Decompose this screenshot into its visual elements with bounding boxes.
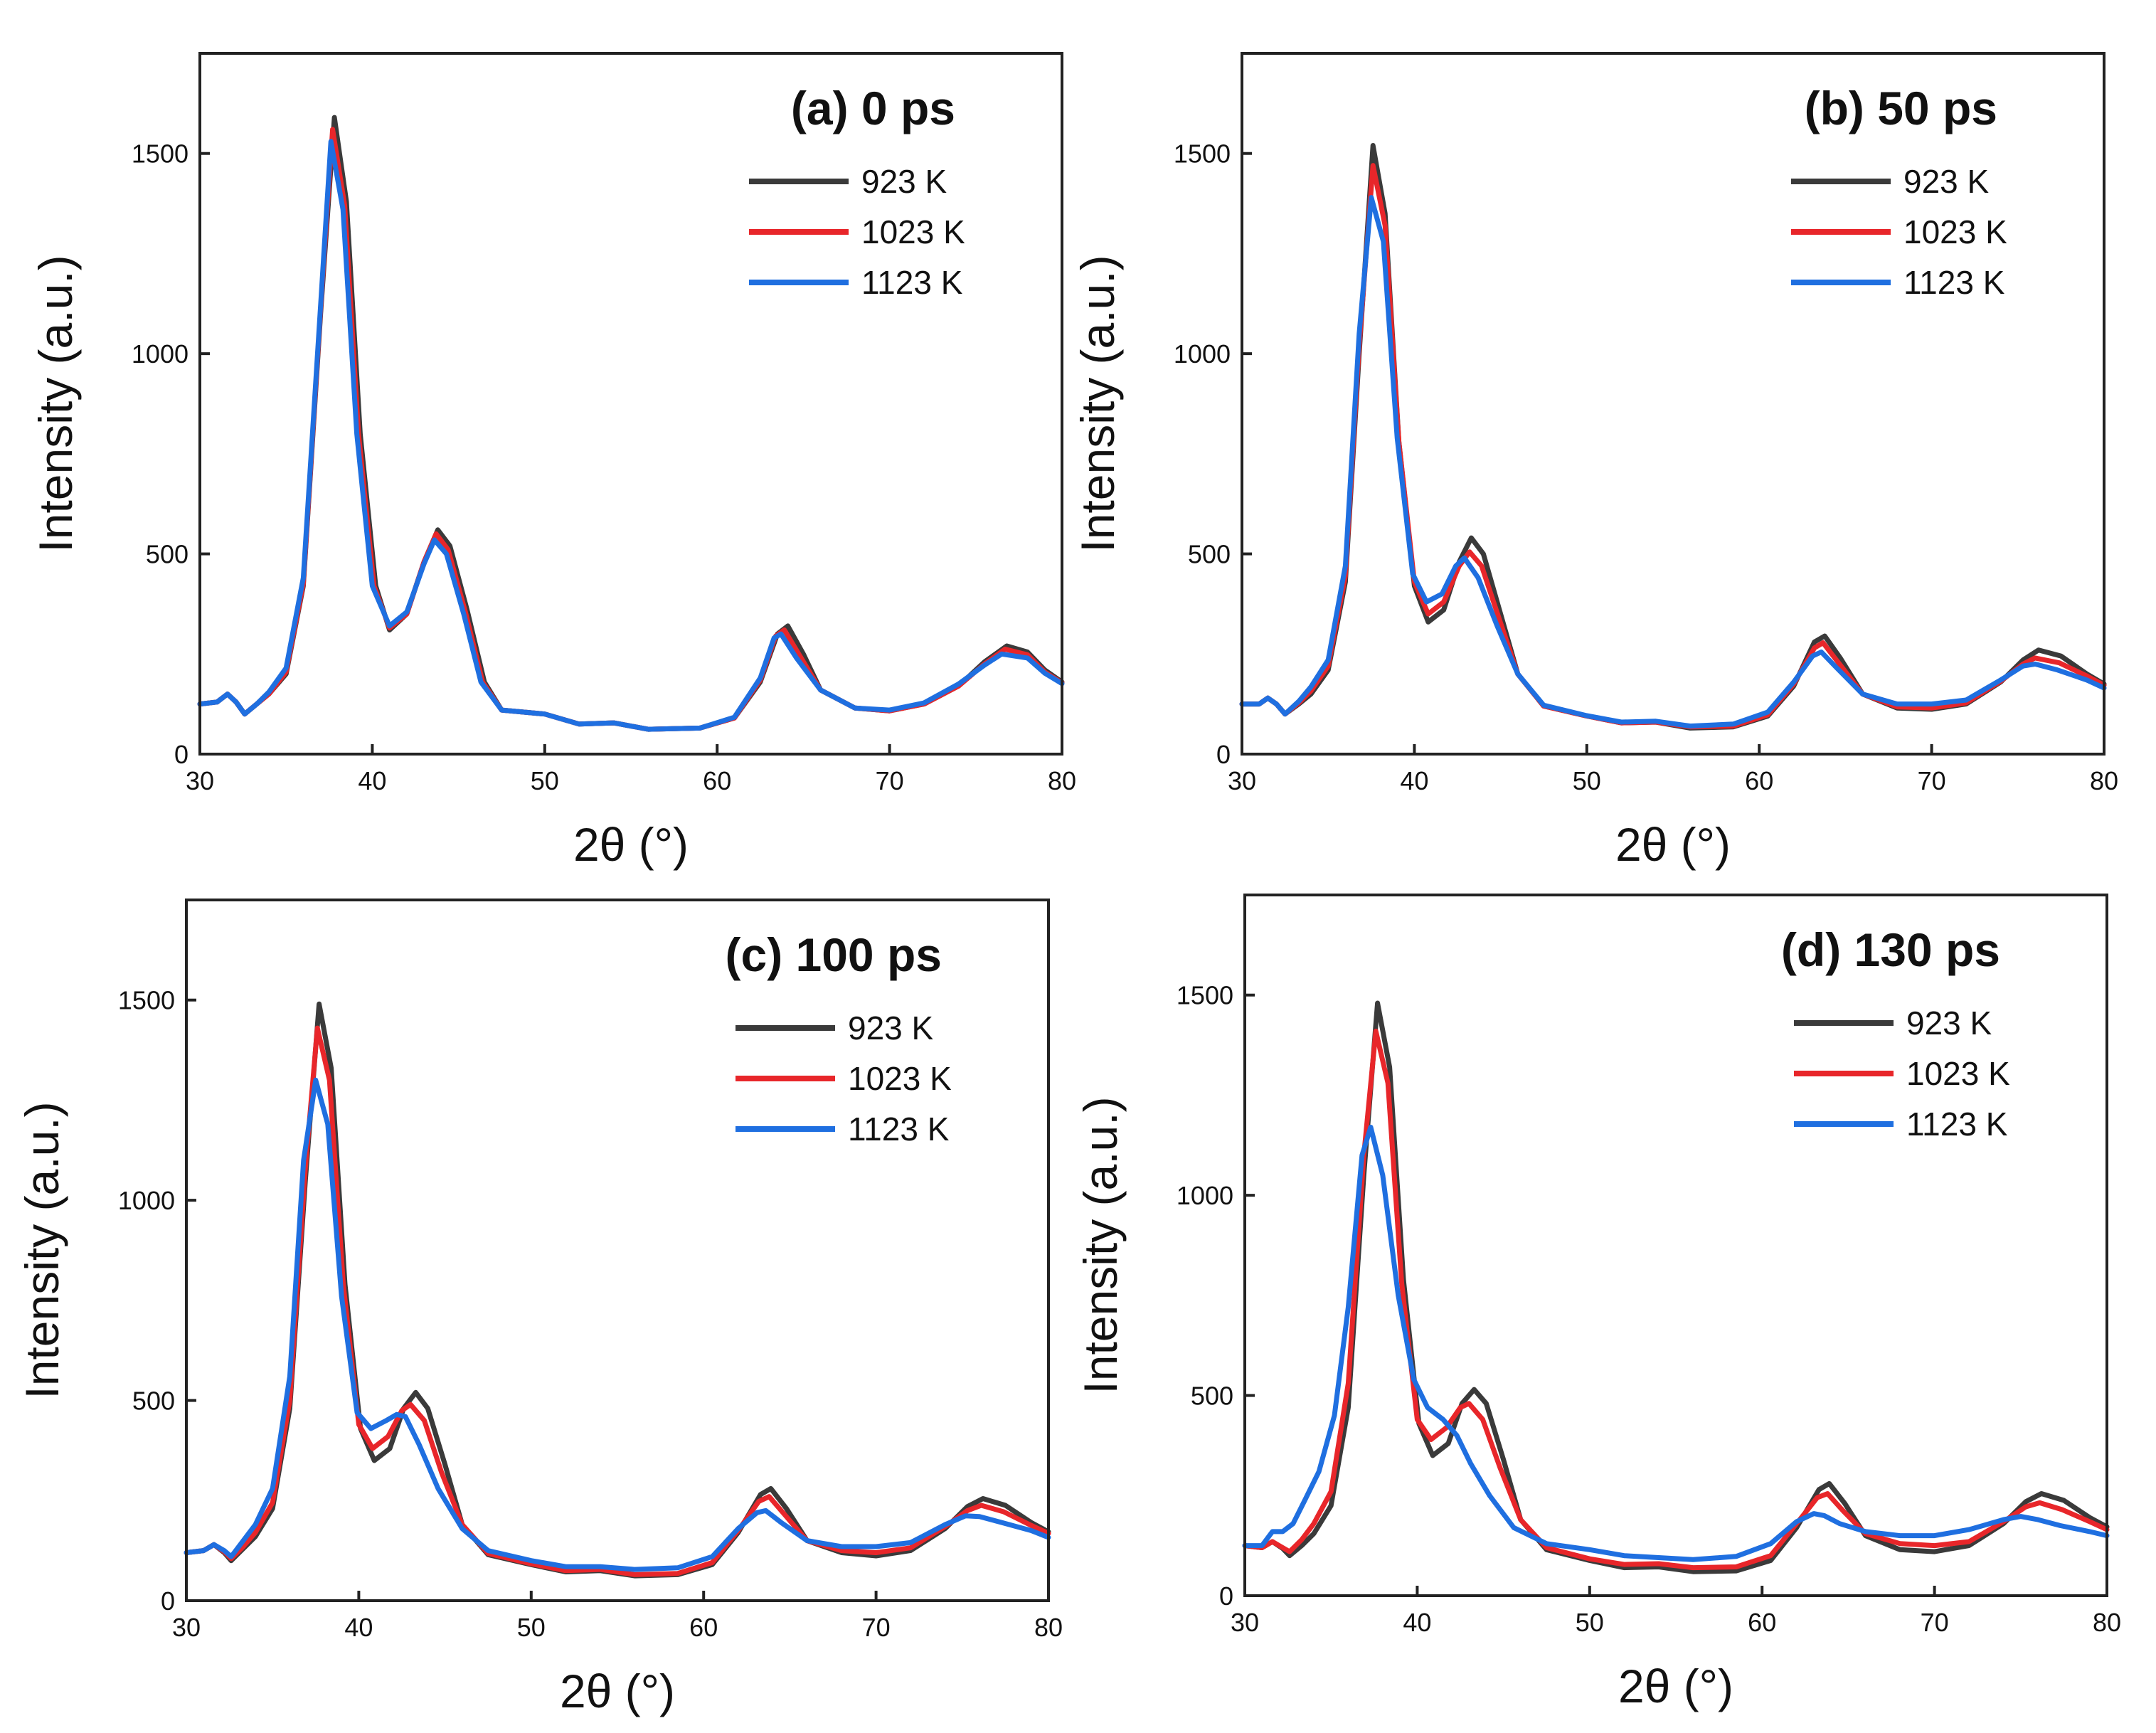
series-line-1123k-b [1239,195,2107,729]
legend-label-d-2: 1123 K [1906,1106,2008,1143]
legend-label-a-2: 1123 K [861,264,963,301]
x-tick-label-c-60: 60 [689,1613,718,1642]
x-tick-label-d-80: 80 [2093,1608,2121,1637]
x-tick-label-c-30: 30 [172,1613,201,1642]
x-tick-label-b-40: 40 [1400,766,1428,795]
panel-b: 30 40 50 60 70 80 0 500 1000 1500 2θ (°) Intensity … [1071,52,2118,871]
legend-b: 923 K 1023 K 1123 K [1791,163,2007,301]
y-tick-label-c-0: 0 [161,1586,175,1616]
series-line-1123k-c [184,1077,1051,1572]
panel-c: 30 40 50 60 70 80 0 500 1000 1500 2θ (°) Intensity … [16,899,1063,1717]
x-tick-label-d-60: 60 [1748,1608,1776,1637]
x-tick-label-a-60: 60 [703,766,731,795]
legend-label-c-2: 1123 K [848,1111,950,1148]
axes-frame-a [198,52,1063,756]
y-axis-title-d: Intensity (a.u.) [1074,1096,1127,1394]
x-tick-label-a-80: 80 [1048,766,1076,795]
x-tick-label-c-50: 50 [517,1613,546,1642]
series-line-1123k-d [1242,1125,2110,1562]
legend-label-a-0: 923 K [861,163,947,200]
axes-frame-d [1243,894,2108,1597]
panel-d: 30 40 50 60 70 80 0 500 1000 1500 2θ (°) Intensity … [1074,894,2121,1712]
legend-c: 923 K 1023 K 1123 K [736,1009,952,1148]
legend-label-c-0: 923 K [848,1009,934,1046]
y-tick-label-a-0: 0 [174,740,188,769]
y-tick-label-d-500: 500 [1191,1382,1233,1411]
x-tick-label-a-40: 40 [358,766,386,795]
x-tick-label-a-70: 70 [876,766,904,795]
x-tick-label-a-30: 30 [186,766,214,795]
x-tick-label-c-70: 70 [862,1613,891,1642]
x-tick-label-a-50: 50 [531,766,559,795]
legend-label-b-0: 923 K [1903,163,1990,200]
panel-title-a: (a) 0 ps [791,82,955,134]
legend-label-a-1: 1023 K [861,213,965,250]
x-axis-title-d: 2θ (°) [1618,1660,1733,1712]
x-axis-title-b: 2θ (°) [1615,818,1731,871]
panel-title-c: (c) 100 ps [726,928,942,981]
y-axis-title-b: Intensity (a.u.) [1071,255,1124,552]
y-tick-label-a-500: 500 [146,540,188,569]
x-axis-title-c: 2θ (°) [560,1665,675,1717]
x-tick-label-d-70: 70 [1921,1608,1949,1637]
axes-frame-b [1241,52,2105,756]
x-tick-label-c-80: 80 [1034,1613,1063,1642]
y-tick-label-d-1500: 1500 [1177,981,1233,1010]
y-axis-title-a: Intensity (a.u.) [29,255,82,552]
y-tick-label-a-1000: 1000 [132,339,188,369]
x-tick-label-b-30: 30 [1228,766,1256,795]
y-axis-title-c: Intensity (a.u.) [16,1101,68,1399]
legend-label-d-1: 1023 K [1906,1055,2010,1092]
panel-a: 30 40 50 60 70 80 0 500 1000 1500 2θ (°) Intensity … [29,52,1076,871]
x-tick-label-d-50: 50 [1576,1608,1604,1637]
y-tick-label-a-1500: 1500 [132,139,188,169]
x-tick-label-d-30: 30 [1231,1608,1259,1637]
legend-label-b-1: 1023 K [1903,213,2007,250]
axes-frame-c [185,899,1050,1602]
x-tick-label-b-60: 60 [1745,766,1773,795]
y-tick-label-d-1000: 1000 [1177,1181,1233,1210]
y-tick-label-b-1000: 1000 [1174,339,1231,369]
legend-label-b-2: 1123 K [1903,264,2005,301]
x-tick-label-c-40: 40 [344,1613,373,1642]
x-tick-label-d-40: 40 [1403,1608,1431,1637]
y-tick-label-c-500: 500 [132,1387,175,1416]
x-tick-label-b-80: 80 [2090,766,2118,795]
legend-a: 923 K 1023 K 1123 K [749,163,965,301]
panel-title-b: (b) 50 ps [1805,82,1997,134]
y-tick-label-b-1500: 1500 [1174,139,1231,169]
x-axis-title-a: 2θ (°) [573,818,689,871]
series-line-1023k-d [1242,1028,2110,1571]
x-tick-label-b-70: 70 [1918,766,1946,795]
panel-title-d: (d) 130 ps [1781,923,2000,976]
y-tick-label-b-0: 0 [1216,740,1231,769]
y-tick-label-c-1000: 1000 [118,1186,175,1215]
y-tick-label-c-1500: 1500 [118,986,175,1015]
series-line-1123k-a [197,139,1065,732]
y-tick-label-b-500: 500 [1188,540,1231,569]
legend-d: 923 K 1023 K 1123 K [1794,1005,2010,1143]
y-tick-label-d-0: 0 [1219,1581,1233,1611]
legend-label-c-1: 1023 K [848,1060,952,1097]
x-tick-label-b-50: 50 [1573,766,1601,795]
legend-label-d-0: 923 K [1906,1005,1992,1042]
